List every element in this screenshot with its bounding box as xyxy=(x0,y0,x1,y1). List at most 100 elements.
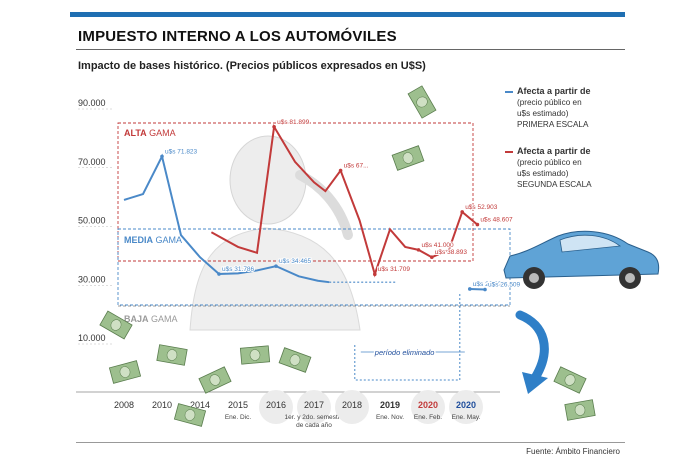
y-tick-label: 50.000 xyxy=(78,216,106,226)
money-bill xyxy=(173,403,207,427)
money-bill-portrait xyxy=(110,319,122,331)
data-label: u$s 41.000 xyxy=(422,242,455,249)
period-circle xyxy=(259,390,293,424)
legend-swatch-red xyxy=(505,151,513,153)
gama-band-label: BAJA GAMA xyxy=(124,314,178,324)
series-line-primera-escala xyxy=(123,153,330,284)
data-point xyxy=(217,272,221,276)
period-circle xyxy=(411,390,445,424)
data-point xyxy=(416,248,421,252)
legend-line: u$s estimado) xyxy=(517,109,569,118)
data-label: u$s 48.607 xyxy=(480,217,513,224)
figure-head-shape xyxy=(229,135,307,225)
period-year-label: 2020 xyxy=(456,400,476,410)
legend-line: u$s estimado) xyxy=(517,169,569,178)
period-sub-label: Ene. Dic. xyxy=(225,414,252,421)
period-sub-label: Ene. Nov. xyxy=(376,414,404,421)
money-bill xyxy=(198,366,232,394)
period-eliminated-bracket xyxy=(354,292,461,381)
period-circle xyxy=(449,390,483,424)
money-bill xyxy=(564,399,596,421)
data-label: u$s 31.786 xyxy=(222,266,255,273)
legend-line: (precio público en xyxy=(517,158,582,167)
data-label: u$s 31.709 xyxy=(378,266,411,273)
money-bill-portrait xyxy=(119,366,131,378)
chart-title: IMPUESTO INTERNO A LOS AUTOMÓVILES xyxy=(78,28,397,45)
legend-head: Afecta a partir de xyxy=(517,146,591,156)
legend-primera-escala: Afecta a partir de (precio público en u$… xyxy=(505,86,625,130)
data-point xyxy=(468,287,472,291)
period-year-label: 2016 xyxy=(266,400,286,410)
period-eliminated-label: período eliminado xyxy=(374,348,435,357)
money-bill-portrait xyxy=(184,409,196,421)
data-point xyxy=(272,124,276,129)
y-tick-label: 70.000 xyxy=(78,157,106,167)
chart-subtitle: Impacto de bases histórico. (Precios púb… xyxy=(78,60,426,72)
legend-line: (precio público en xyxy=(517,98,582,107)
money-bill-portrait xyxy=(416,96,428,108)
data-point xyxy=(430,255,434,260)
period-sub-label: 1er. y 2do. semestre xyxy=(285,414,344,421)
data-label: u$s 26.509 xyxy=(488,282,521,289)
data-label: u$s 67... xyxy=(344,163,369,170)
money-bill xyxy=(156,344,188,366)
money-bill-portrait xyxy=(166,349,178,361)
period-year-label: 2018 xyxy=(342,400,362,410)
legend-swatch-blue xyxy=(505,91,513,93)
money-bill-portrait xyxy=(209,374,221,386)
period-sub-label: de cada año xyxy=(296,422,332,429)
figure-arm-shape xyxy=(295,170,353,240)
money-bill-portrait xyxy=(249,349,261,361)
series-line-primera-escala-tail xyxy=(469,287,486,291)
figure-body-shape xyxy=(189,227,361,331)
data-label: u$s 38.893 xyxy=(435,249,468,256)
source-note: Fuente: Ámbito Financiero xyxy=(526,447,620,456)
money-bill-portrait xyxy=(564,374,576,386)
period-year-label: 2020 xyxy=(418,400,438,410)
data-point xyxy=(460,210,465,214)
period-year-label: 2010 xyxy=(152,400,172,410)
period-year-label: 2019 xyxy=(380,400,400,410)
money-bill-portrait xyxy=(289,354,301,366)
car-rim-rear xyxy=(625,273,635,283)
gama-band-label: ALTA GAMA xyxy=(124,128,176,138)
period-sub-label: Ene. Feb. xyxy=(414,414,442,421)
car-windows xyxy=(559,234,622,253)
data-label: u$s 26.699 xyxy=(473,281,506,288)
period-sub-label: Ene. May. xyxy=(452,414,481,421)
data-point xyxy=(475,222,480,227)
series-line-segunda-escala xyxy=(210,123,479,278)
money-bill xyxy=(391,145,425,171)
data-point xyxy=(483,287,487,292)
data-point xyxy=(274,264,278,268)
car-body xyxy=(503,230,660,279)
curved-arrow xyxy=(515,310,549,383)
period-year-label: 2008 xyxy=(114,400,134,410)
gama-band-box xyxy=(117,122,474,262)
data-label: u$s 52.903 xyxy=(465,204,498,211)
data-point xyxy=(338,168,343,173)
period-year-label: 2017 xyxy=(304,400,324,410)
money-bill-portrait xyxy=(402,152,414,164)
legend-line: SEGUNDA ESCALA xyxy=(517,180,592,189)
period-year-label: 2015 xyxy=(228,400,248,410)
period-circle xyxy=(335,390,369,424)
money-bill xyxy=(553,366,587,394)
y-tick-label: 90.000 xyxy=(78,98,106,108)
money-bill xyxy=(99,310,133,340)
top-accent-bar xyxy=(70,12,625,17)
curved-arrow-head xyxy=(522,372,548,394)
bottom-divider xyxy=(76,442,625,443)
data-label: u$s 34.465 xyxy=(279,258,312,265)
period-circle xyxy=(297,390,331,424)
y-tick-label: 10.000 xyxy=(78,333,106,343)
gama-band-label: MEDIA GAMA xyxy=(124,235,182,245)
money-bill xyxy=(407,85,437,119)
data-label: u$s 71.823 xyxy=(165,148,198,155)
car-rim-front xyxy=(529,273,539,283)
car-illustration xyxy=(503,230,660,289)
data-point xyxy=(373,272,377,277)
money-bill xyxy=(278,347,312,373)
money-bill-portrait xyxy=(574,404,586,416)
